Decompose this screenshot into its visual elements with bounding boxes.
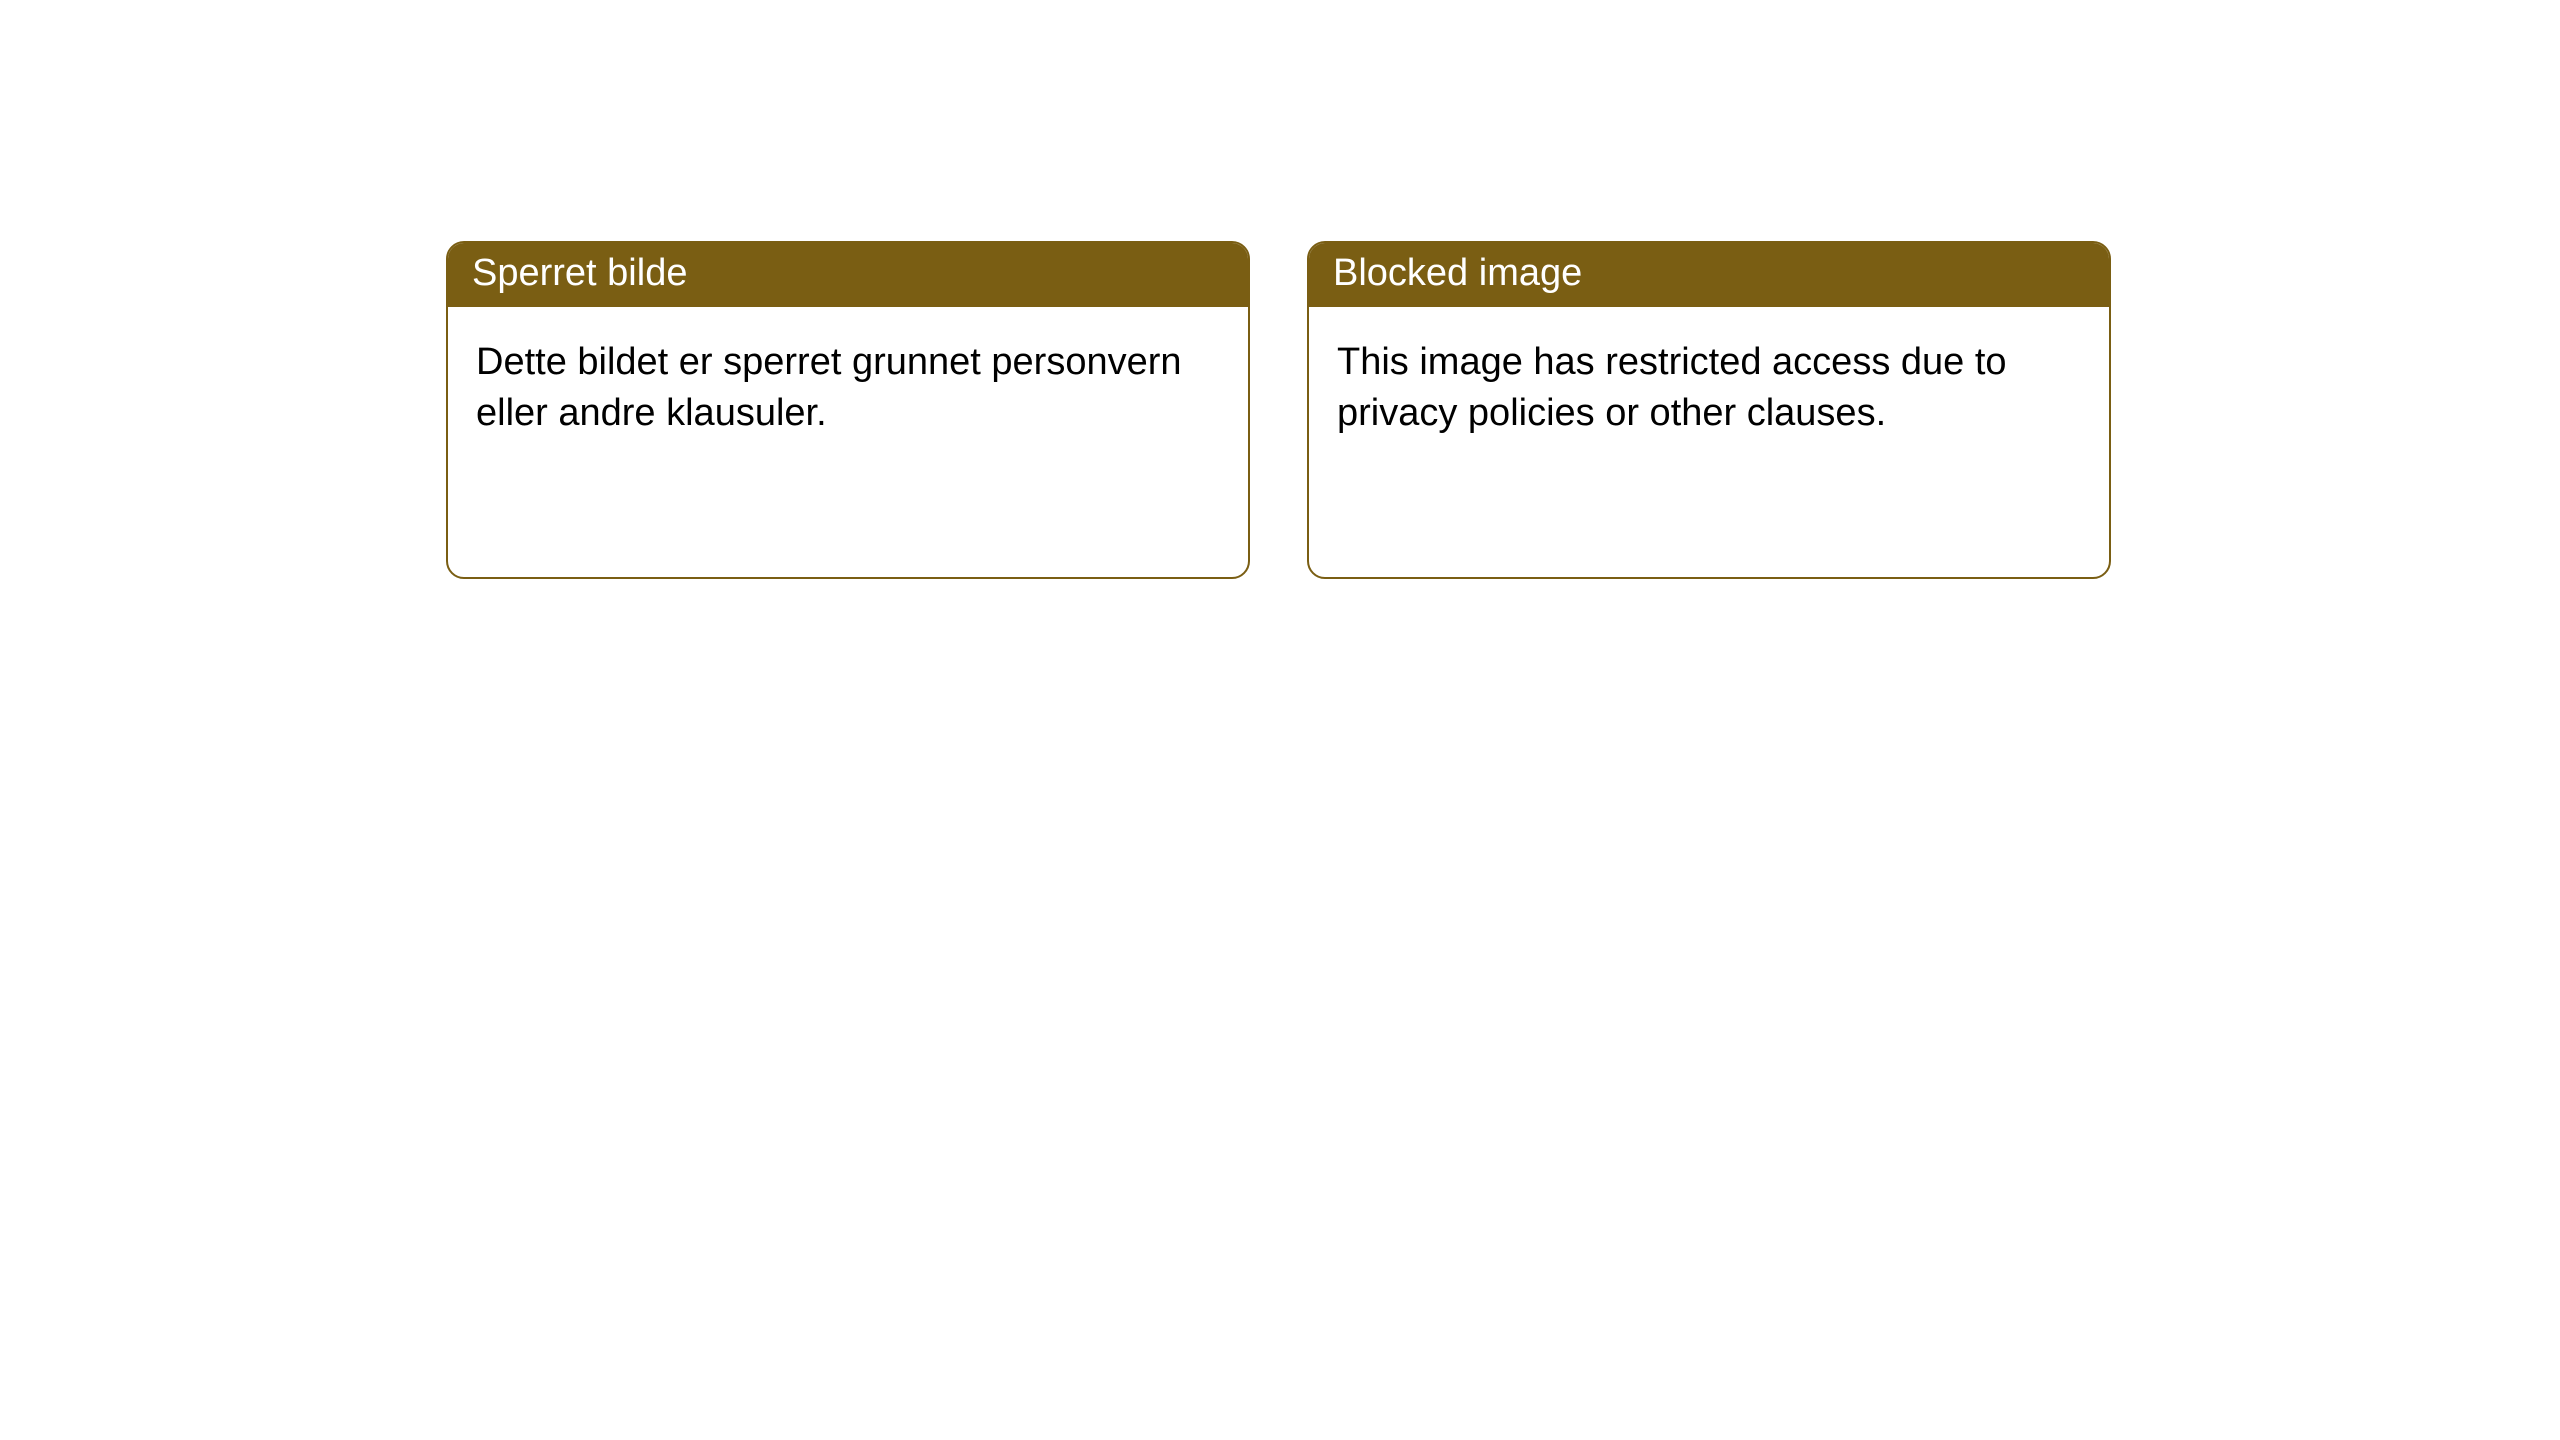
notice-body-norwegian: Dette bildet er sperret grunnet personve… (448, 307, 1248, 470)
notice-card-norwegian: Sperret bilde Dette bildet er sperret gr… (446, 241, 1250, 579)
notice-title-norwegian: Sperret bilde (448, 243, 1248, 307)
notice-card-english: Blocked image This image has restricted … (1307, 241, 2111, 579)
notice-container: Sperret bilde Dette bildet er sperret gr… (0, 0, 2560, 579)
notice-title-english: Blocked image (1309, 243, 2109, 307)
notice-body-english: This image has restricted access due to … (1309, 307, 2109, 470)
